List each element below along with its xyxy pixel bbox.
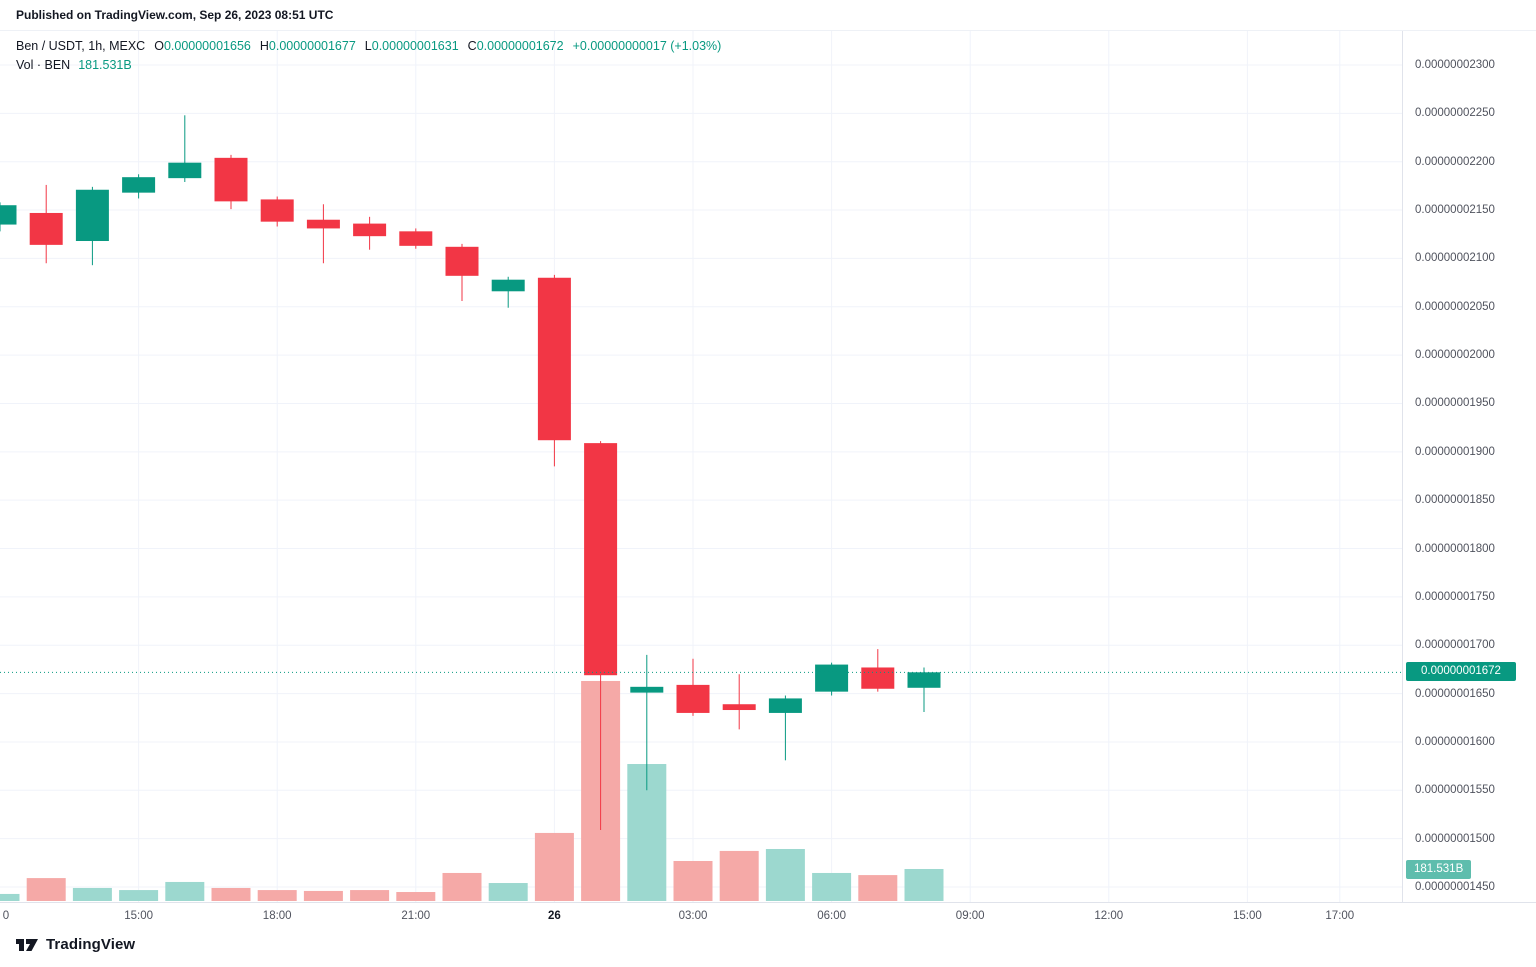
price-axis-label: 0.00000002200: [1415, 155, 1495, 168]
ohlc-high: H0.00000001677: [260, 39, 356, 53]
time-axis-label: 06:00: [817, 910, 846, 922]
ohlc-high-key: H: [259, 39, 269, 53]
price-axis-label: 0.00000001950: [1415, 397, 1495, 410]
time-axis-label: 18:00: [262, 910, 292, 922]
price-axis-label: 0.00000001450: [1415, 881, 1495, 893]
time-axis-label: 26: [547, 910, 561, 922]
price-axis-label: 0.00000001750: [1415, 590, 1495, 603]
ohlc-close-value: 0.00000001672: [476, 39, 564, 53]
price-axis-label: 0.00000001850: [1415, 494, 1495, 507]
time-axis-label: 09:00: [955, 910, 985, 922]
time-axis-label: 15:00: [124, 910, 153, 922]
volume-value: 181.531B: [78, 58, 132, 72]
ohlc-low: L0.00000001631: [365, 39, 459, 53]
volume-series: [0, 680, 944, 901]
price-chart-canvas[interactable]: [0, 0, 1402, 902]
price-axis-label: 0.00000001800: [1415, 542, 1495, 555]
price-axis-label: 0.00000002250: [1415, 107, 1495, 120]
tradingview-logo-text: TradingView: [46, 936, 136, 953]
chart-legend: Ben / USDT, 1h, MEXC O0.00000001656 H0.000…: [16, 37, 721, 75]
time-axis-label: 15:00: [1233, 910, 1262, 922]
price-axis-label: 0.00000002150: [1415, 204, 1495, 217]
ohlc-low-value: 0.00000001631: [371, 39, 459, 53]
published-banner: Published on TradingView.com, Sep 26, 20…: [0, 0, 1536, 31]
price-axis[interactable]: 0.00000002300 0.00000002250 0.00000002200 0…: [1402, 31, 1536, 902]
volume-label: Vol · BEN: [16, 58, 71, 72]
ohlc-high-value: 0.00000001677: [268, 39, 356, 53]
price-axis-label: 0.00000002050: [1415, 300, 1495, 313]
legend-volume-row: Vol · BEN 181.531B: [16, 56, 721, 75]
time-axis[interactable]: 0 15:00 18:00 21:00 26 03:00 06:00 09:00 12:00 15…: [0, 902, 1536, 934]
price-axis-label: 0.00000001650: [1415, 687, 1495, 700]
price-axis-label: 0.00000001550: [1415, 784, 1495, 797]
price-change: +0.00000000017 (+1.03%): [572, 39, 722, 53]
price-axis-label: 0.00000001500: [1415, 832, 1495, 845]
price-axis-label: 0.00000001600: [1415, 735, 1495, 748]
candle-series: [0, 115, 941, 830]
time-axis-label: 03:00: [678, 910, 708, 922]
grid-lines: [0, 31, 1402, 902]
time-axis-label: 0: [2, 910, 10, 922]
price-axis-label: 0.00000001700: [1415, 639, 1495, 652]
symbol-title[interactable]: Ben / USDT, 1h, MEXC: [16, 39, 146, 53]
tradingview-logo-icon: [16, 939, 38, 951]
ohlc-open-key: O: [154, 39, 164, 53]
ohlc-open-value: 0.00000001656: [163, 39, 251, 53]
ohlc-low-key: L: [364, 39, 372, 53]
ohlc-open: O0.00000001656: [154, 39, 251, 53]
current-price-badge: 0.00000001672: [1406, 662, 1516, 682]
price-axis-label: 0.00000002100: [1415, 252, 1495, 265]
time-axis-label: 17:00: [1325, 910, 1355, 922]
ohlc-close: C0.00000001672: [468, 39, 564, 53]
time-axis-label: 12:00: [1094, 910, 1124, 922]
price-axis-label: 0.00000001900: [1415, 445, 1495, 458]
price-axis-label: 0.00000002300: [1415, 59, 1495, 71]
legend-symbol-row: Ben / USDT, 1h, MEXC O0.00000001656 H0.000…: [16, 37, 721, 56]
time-axis-label: 21:00: [401, 910, 431, 922]
volume-badge: 181.531B: [1406, 859, 1472, 879]
tradingview-logo[interactable]: TradingView: [16, 936, 135, 953]
price-axis-label: 0.00000002000: [1415, 349, 1495, 362]
ohlc-close-key: C: [467, 39, 477, 53]
